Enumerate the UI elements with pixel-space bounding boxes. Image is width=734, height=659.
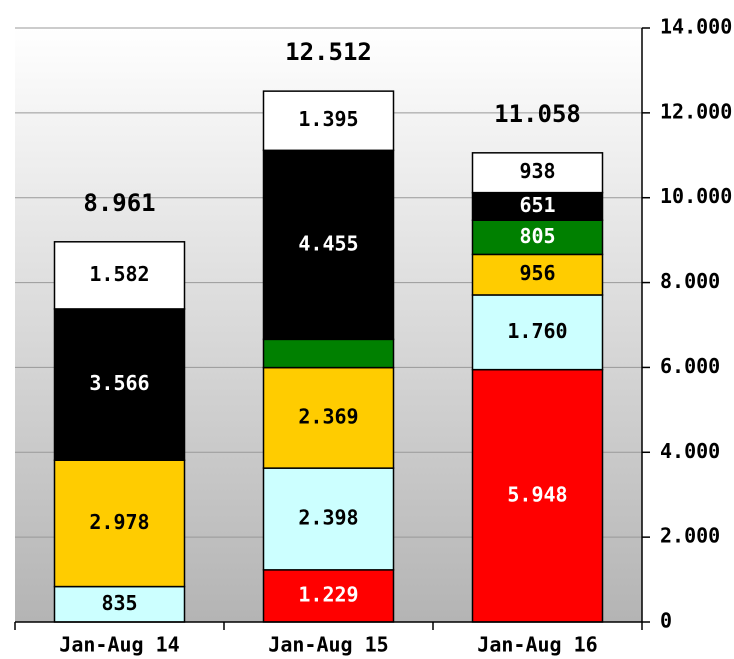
total-label: 11.058 xyxy=(494,100,581,128)
bar-segment xyxy=(262,149,395,341)
bar-segment xyxy=(471,368,604,623)
value-label: 2.398 xyxy=(298,505,358,529)
value-label: 2.369 xyxy=(298,404,358,428)
value-label: 651 xyxy=(519,193,555,217)
y-tick-label: 4.000 xyxy=(660,439,720,463)
value-label: 1.582 xyxy=(89,262,149,286)
value-label: 4.455 xyxy=(298,231,358,255)
y-tick-label: 0 xyxy=(660,609,672,633)
bar-segment xyxy=(471,253,604,296)
value-label: 1.395 xyxy=(298,107,358,131)
y-tick-label: 6.000 xyxy=(660,354,720,378)
total-label: 12.512 xyxy=(285,38,372,66)
bar-segment xyxy=(262,90,395,152)
y-tick-label: 12.000 xyxy=(660,99,732,123)
value-label: 1.760 xyxy=(507,319,567,343)
value-label: 938 xyxy=(519,159,555,183)
bar-segment xyxy=(471,294,604,371)
x-tick-label: Jan-Aug 15 xyxy=(268,633,388,657)
y-tick-label: 8.000 xyxy=(660,269,720,293)
bar-segment xyxy=(471,191,604,221)
bar-segment xyxy=(262,338,395,369)
value-label: 5.948 xyxy=(507,482,567,506)
bar-segment xyxy=(471,152,604,194)
value-label: 3.566 xyxy=(89,371,149,395)
value-label: 2.978 xyxy=(89,510,149,534)
bar-segment xyxy=(53,241,186,310)
y-tick-label: 14.000 xyxy=(660,15,732,39)
y-tick-label: 2.000 xyxy=(660,524,720,548)
total-label: 8.961 xyxy=(83,189,155,217)
bar-segment xyxy=(53,308,186,461)
value-label: 835 xyxy=(101,591,137,615)
x-tick-label: Jan-Aug 14 xyxy=(59,633,179,657)
y-tick-label: 10.000 xyxy=(660,184,732,208)
bar-segment xyxy=(262,467,395,571)
bar-segment xyxy=(262,569,395,623)
bar-segment xyxy=(471,219,604,256)
value-label: 805 xyxy=(519,224,555,248)
x-tick-label: Jan-Aug 16 xyxy=(477,633,597,657)
value-label: 1.229 xyxy=(298,582,358,606)
value-label: 956 xyxy=(519,261,555,285)
